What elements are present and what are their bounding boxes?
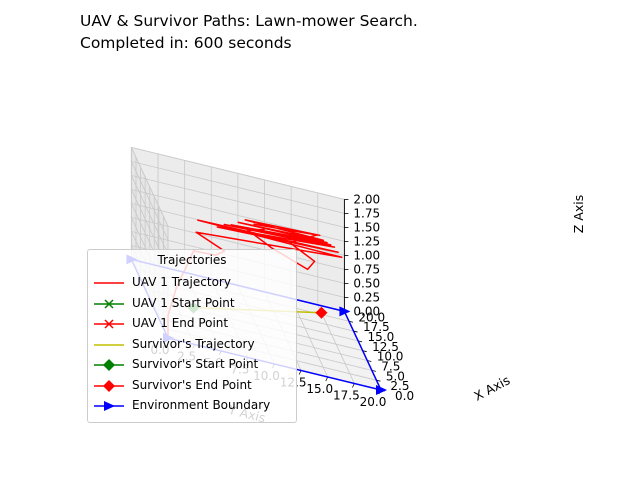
legend-item: UAV 1 End Point <box>92 315 292 333</box>
y-tick-label: 2.5 <box>390 379 409 393</box>
legend-swatch <box>94 401 124 411</box>
legend-item: UAV 1 Trajectory <box>92 274 292 292</box>
z-tick-label: 1.00 <box>353 248 380 262</box>
legend-item: Survivor's Trajectory <box>92 336 292 354</box>
chart-title: UAV & Survivor Paths: Lawn-mower Search. <box>80 12 418 30</box>
legend: Trajectories UAV 1 Trajectory UAV 1 Start… <box>87 249 297 423</box>
y-tick-label: 5.0 <box>386 369 405 383</box>
y-tick-label: 20.0 <box>358 310 385 324</box>
legend-label: Survivor's Trajectory <box>132 336 255 351</box>
legend-swatch <box>94 282 124 284</box>
legend-label: UAV 1 Trajectory <box>132 275 231 289</box>
x-tick-label: 15.0 <box>306 382 333 396</box>
y-tick-label: 7.5 <box>381 360 400 374</box>
y-tick-label: 10.0 <box>377 350 404 364</box>
legend-label: Environment Boundary <box>132 398 271 412</box>
z-axis-label: Z Axis <box>571 195 586 233</box>
legend-label: Survivor's End Point <box>132 377 252 392</box>
legend-diamond-marker <box>103 379 115 392</box>
x-axis-label: X Axis <box>471 372 512 403</box>
y-tick-label: 12.5 <box>372 340 399 354</box>
z-tick-label: 1.25 <box>353 234 380 248</box>
legend-label: Survivor's Start Point <box>132 357 259 371</box>
x-tick-label: 20.0 <box>360 395 387 409</box>
legend-label: UAV 1 End Point <box>132 316 229 330</box>
z-tick-label: 0.25 <box>353 290 380 304</box>
legend-title: Trajectories <box>157 253 227 267</box>
boundary-vertex-marker <box>376 385 387 395</box>
z-tick-label: 1.50 <box>353 220 380 234</box>
z-tick-label: 2.00 <box>353 192 380 206</box>
legend-swatch <box>94 379 124 392</box>
grid-line-z <box>130 146 345 227</box>
legend-item: Environment Boundary <box>92 397 292 415</box>
legend-swatch <box>94 298 124 309</box>
legend-item: Survivor's End Point <box>92 377 292 395</box>
legend-diamond-marker <box>103 359 115 371</box>
legend-item: Survivor's Start Point <box>92 356 292 374</box>
x-tick-label: 17.5 <box>333 389 360 403</box>
y-tick-label: 0.0 <box>395 389 414 403</box>
chart-subtitle: Completed in: 600 seconds <box>80 34 292 52</box>
survivor-s-end-point-marker <box>315 306 328 319</box>
grid-line-z <box>130 174 345 255</box>
legend-swatch <box>94 359 124 371</box>
legend-swatch <box>94 319 124 329</box>
z-tick-label: 1.75 <box>353 206 380 220</box>
legend-item: UAV 1 Start Point <box>92 295 292 313</box>
y-tick-label: 15.0 <box>368 330 395 344</box>
z-tick-label: 0.00 <box>353 304 380 318</box>
legend-swatch <box>94 343 124 346</box>
z-tick-label: 0.50 <box>353 276 380 290</box>
legend-triangle-marker <box>104 401 115 411</box>
legend-x-marker <box>104 319 114 329</box>
legend-x-marker <box>104 298 114 309</box>
z-tick-label: 0.75 <box>353 262 380 276</box>
grid-line-z <box>130 160 345 241</box>
y-tick-label: 17.5 <box>363 320 390 334</box>
legend-label: UAV 1 Start Point <box>132 295 235 310</box>
grid-line-z <box>130 188 345 269</box>
boundary-vertex-marker <box>339 306 351 317</box>
